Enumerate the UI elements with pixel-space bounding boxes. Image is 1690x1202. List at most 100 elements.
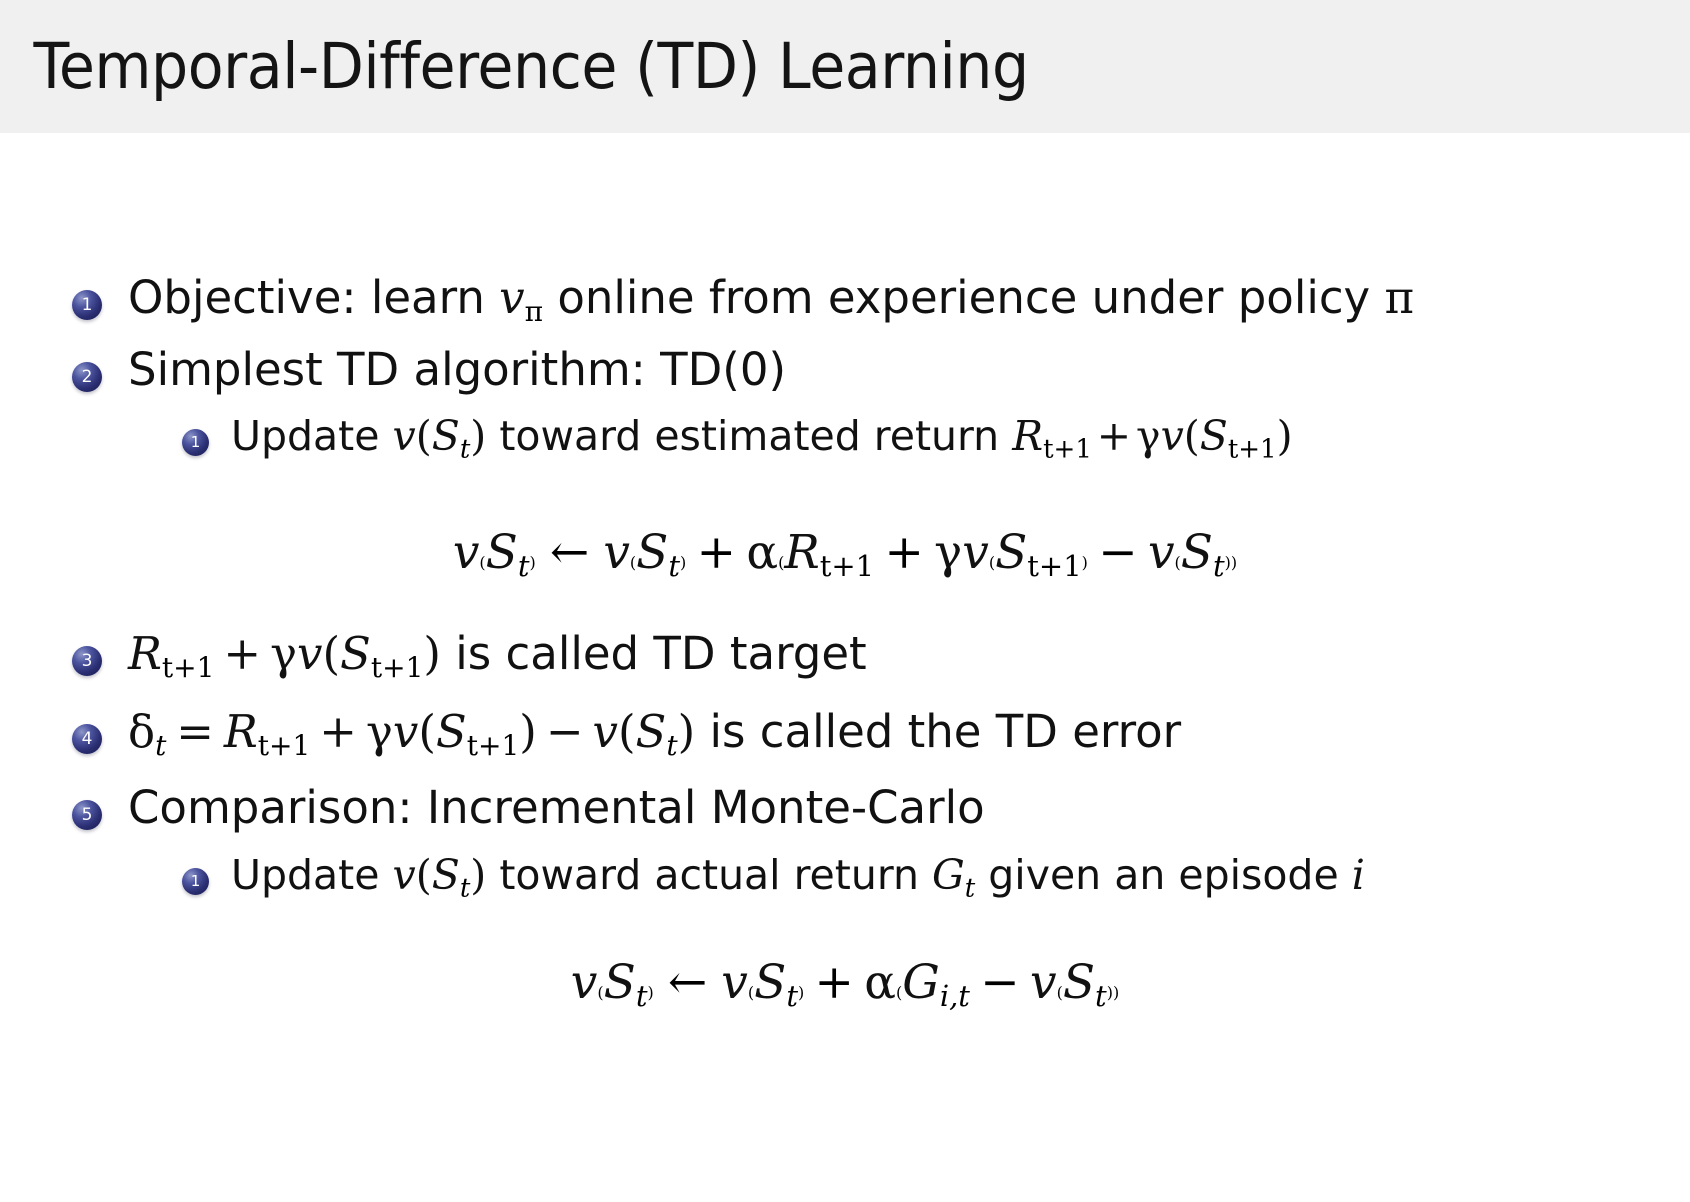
sub1-S2: S [1199,412,1228,460]
item1-v-symbol: v [499,271,525,324]
eq2-rp5: ) [1112,983,1120,1002]
item4-rp: ) [519,705,537,758]
sub2-i: i [1351,851,1365,899]
item3-rp: ) [423,627,441,680]
list-item-3: 3 Rt+1 + γv(St+1) is called TD target [72,627,867,684]
list-item-5: 5 Comparison: Incremental Monte-Carlo [72,781,985,834]
item4-plus: + [319,705,357,758]
item3-S-sub: t+1 [370,650,424,684]
eq1-S3-sub: t+1 [1027,549,1082,584]
sub2-G-sub: t [964,873,976,904]
item3-plus: + [223,627,262,680]
eq1-v2: v [603,525,630,580]
eq1-lp4: ( [988,553,996,572]
eq1-lp5: ( [1174,553,1181,572]
eq1-S2-sub: t [668,549,681,584]
bullet-number-3: 3 [72,646,102,676]
eq2-S1: S [603,955,636,1010]
list-item-3-label: Rt+1 + γv(St+1) is called TD target [128,627,867,684]
eq1-S3: S [995,525,1028,580]
eq1-v3: v [962,525,989,580]
list-item-4: 4 δt = Rt+1 + γv(St+1) − v(St) is called the T… [72,705,1181,762]
equation-mc-update: v(St) ← v(St) + α(Gi,t − v(St)) [0,955,1690,1013]
eq1-R: R [784,525,820,580]
title-bar: Temporal-Difference (TD) Learning [0,0,1690,133]
eq2-S3: S [1062,955,1096,1010]
sub1-v2: v [1160,412,1184,460]
list-item-5-label: Comparison: Incremental Monte-Carlo [128,781,985,834]
item3-R: R [128,627,162,680]
item4-rp2: ) [677,705,696,758]
eq1-rp1: ) [529,553,536,572]
eq1-R-sub: t+1 [819,549,875,584]
item3-v: v [297,627,323,680]
sub2-text-a: Update [231,851,380,899]
item3-S: S [340,627,371,680]
sub1-v: v [392,412,416,460]
page-title: Temporal-Difference (TD) Learning [33,30,1029,103]
list-item-5-sub-1: 1 Update v(St) toward actual return Gt g… [182,851,1365,903]
sub1-R: R [1012,412,1044,460]
sub1-lparen: ( [415,412,432,460]
bullet-number-2: 2 [72,362,102,392]
eq1-lp1: ( [479,553,486,572]
eq1-rp6: ) [1230,553,1238,572]
eq2-lp2: ( [747,983,755,1002]
eq1-S4-sub: t [1212,549,1225,584]
sub1-S-subscript: t [459,434,471,465]
eq1-lp2: ( [629,553,637,572]
list-item-2-sub-1: 1 Update v(St) toward estimated return R… [182,412,1293,464]
item4-delta-sub: t [155,728,167,762]
item1-pi-subscript: π [524,294,543,328]
slide-content: 1 Objective: learn vπ online from experi… [0,133,1690,1202]
sub1-lparen2: ( [1183,412,1200,460]
eq2-S1-sub: t [635,979,648,1014]
item4-equals: = [176,705,214,758]
eq2-lp1: ( [597,983,604,1002]
list-item-2: 2 Simplest TD algorithm: TD(0) [72,343,786,396]
bullet-number-5: 5 [72,800,102,830]
item2-text: Simplest TD algorithm: TD(0) [128,343,787,396]
item4-S-sub: t+1 [466,728,520,762]
eq2-minus: − [980,955,1020,1010]
item3-lp: ( [322,627,341,680]
bullet-number-1: 1 [72,290,102,320]
item4-v: v [392,705,419,758]
sub1-plus: + [1096,412,1132,460]
eq2-rp1: ) [647,983,654,1002]
eq1-gamma: γ [934,525,963,580]
eq2-rp4: ) [1106,983,1113,1002]
eq2-S2-sub: t [786,979,798,1014]
item1-pi-symbol: π [1384,271,1415,324]
eq2-plus: + [814,955,854,1010]
item4-gamma: γ [366,705,393,758]
eq1-S4: S [1180,525,1213,580]
eq1-S2: S [636,525,669,580]
eq2-rp2: ) [797,983,805,1002]
sub1-text-b: toward estimated return [499,412,1000,460]
eq1-S1-sub: t [517,549,530,584]
eq1-arrow: ← [549,525,590,580]
eq1-plus1: + [696,525,736,580]
sub2-rp: ) [470,851,487,899]
eq2-arrow: ← [667,955,708,1010]
eq1-plus2: + [884,525,924,580]
item3-R-sub: t+1 [161,650,215,684]
bullet-number-5-1: 1 [182,868,209,895]
eq2-lp4: ( [1056,983,1063,1002]
item4-v2: v [592,705,618,758]
sub2-G: G [932,851,965,899]
item5-text: Comparison: Incremental Monte-Carlo [128,781,985,834]
sub2-text-b: toward actual return [499,851,919,899]
sub1-rparen: ) [470,412,487,460]
item3-gamma: γ [270,627,298,680]
item4-minus: − [545,705,584,758]
eq2-v1: v [570,955,598,1010]
item4-lp: ( [418,705,436,758]
eq1-S1: S [485,525,518,580]
item4-tail: is called the TD error [709,705,1182,758]
item4-R: R [223,705,258,758]
sub1-gamma: γ [1136,412,1161,460]
eq2-S3-sub: t [1095,979,1107,1014]
eq1-rp4: ) [1081,553,1088,572]
